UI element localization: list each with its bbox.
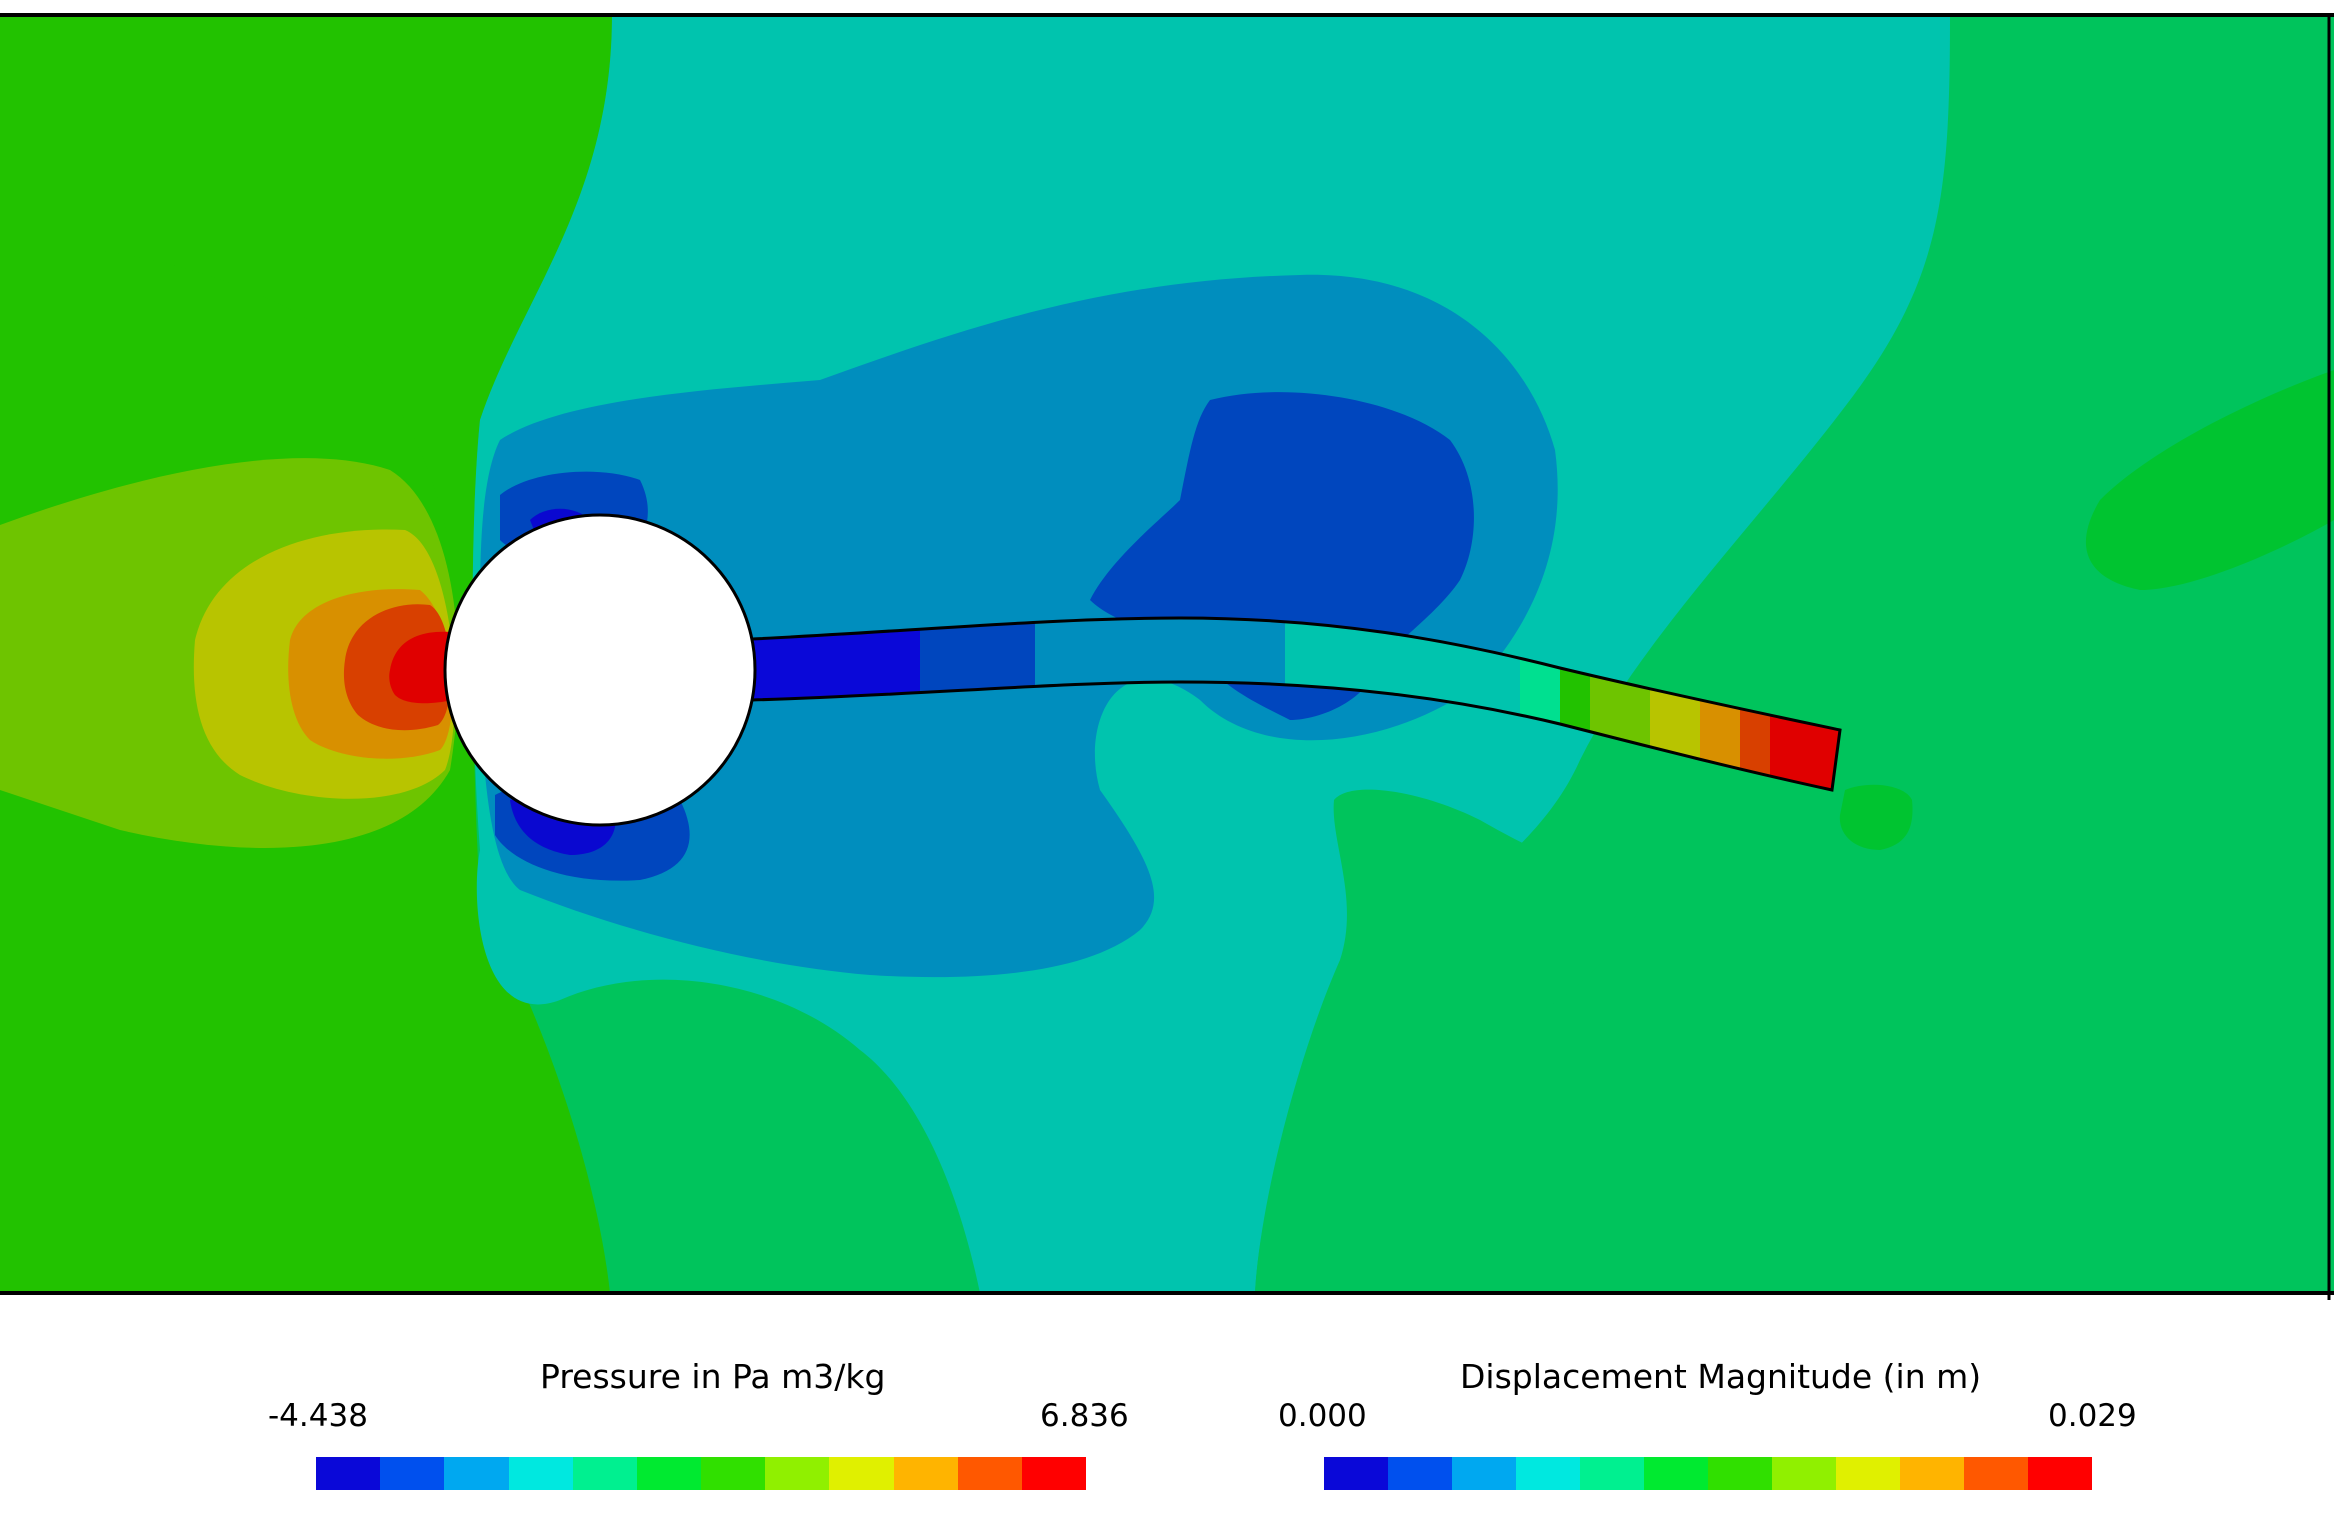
displacement-legend-min: 0.000: [1278, 1398, 1367, 1434]
color-band: [1836, 1457, 1900, 1490]
displacement-legend-max: 0.029: [2048, 1398, 2137, 1434]
color-band: [316, 1457, 381, 1490]
pressure-legend-title: Pressure in Pa m3/kg: [540, 1357, 886, 1396]
displacement-legend-title: Displacement Magnitude (in m): [1460, 1357, 1982, 1396]
color-band: [1708, 1457, 1772, 1490]
color-band: [380, 1457, 445, 1490]
color-band: [765, 1457, 830, 1490]
color-band: [444, 1457, 509, 1490]
color-band: [1388, 1457, 1452, 1490]
displacement-color-bar: [1324, 1457, 2092, 1490]
simulation-view: [0, 13, 2334, 1300]
color-band: [2028, 1457, 2092, 1490]
color-band: [1772, 1457, 1836, 1490]
color-band: [636, 1457, 702, 1490]
pressure-legend-min: -4.438: [268, 1398, 368, 1434]
beam-outline: [750, 616, 1842, 792]
color-band: [701, 1457, 766, 1490]
color-band: [572, 1457, 637, 1490]
color-band: [1516, 1457, 1580, 1490]
color-band: [1964, 1457, 2028, 1490]
color-band: [1580, 1457, 1644, 1490]
color-band: [508, 1457, 573, 1490]
pressure-legend-max: 6.836: [1040, 1398, 1129, 1434]
color-band: [957, 1457, 1022, 1490]
color-band: [893, 1457, 958, 1490]
pressure-color-bar: [316, 1457, 1087, 1490]
contour-green-upper-right: [2085, 370, 2334, 590]
color-band: [1324, 1457, 1388, 1490]
color-band: [829, 1457, 894, 1490]
contour-green-spot: [1839, 784, 1913, 850]
contour-green-right-lobe: [1255, 789, 1650, 1293]
contour-stagnation-red: [389, 631, 452, 704]
color-band: [1452, 1457, 1516, 1490]
cylinder-body: [443, 513, 757, 827]
cylinder: [443, 513, 757, 827]
color-band: [1644, 1457, 1708, 1490]
color-band: [1021, 1457, 1087, 1490]
color-band: [1900, 1457, 1964, 1490]
